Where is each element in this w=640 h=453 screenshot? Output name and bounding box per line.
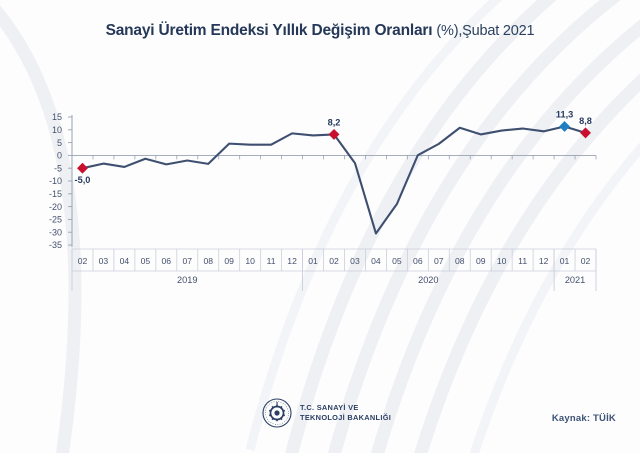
data-point-label: 8,8 [579,116,592,126]
logo-line-2: TEKNOLOJİ BAKANLIĞI [300,413,392,422]
data-point-marker [559,121,571,132]
x-axis-year-label: 2019 [177,275,197,285]
y-axis-tick-label: -25 [49,215,62,225]
ministry-logo-text: T.C. SANAYİ VE TEKNOLOJİ BAKANLIĞI [300,403,391,423]
chart-title-main: Sanayi Üretim Endeksi Yıllık Değişim Ora… [105,22,433,39]
x-axis-tick-label: 05 [392,256,402,266]
x-axis-tick-label: 02 [329,256,339,266]
x-axis-tick-label: 05 [141,256,151,266]
x-axis-tick-label: 01 [560,256,570,266]
x-axis-tick-label: 06 [413,256,423,266]
x-axis-tick-label: 09 [224,256,234,266]
x-axis-tick-label: 10 [245,256,255,266]
x-axis-year-label: 2021 [565,275,585,285]
x-axis-tick-label: 08 [455,256,465,266]
data-point-marker [580,127,591,139]
logo-line-1: T.C. SANAYİ VE [300,403,359,413]
page-title: Sanayi Üretim Endeksi Yıllık Değişim Ora… [0,22,640,40]
x-axis-tick-label: 03 [99,256,109,266]
x-axis-tick-label: 04 [120,256,130,266]
data-point-marker [77,162,88,174]
y-axis-tick-label: -20 [49,202,62,212]
x-axis-tick-label: 08 [203,256,213,266]
x-axis-tick-label: 02 [78,256,88,266]
data-point-label: -5,0 [75,175,91,185]
y-axis-tick-label: 15 [52,112,62,122]
chart-title-unit: (%),Şubat 2021 [436,23,535,39]
x-axis-tick-label: 12 [287,256,297,266]
y-axis-tick-label: -10 [49,176,62,186]
data-point-label: 8,2 [328,117,341,127]
x-axis-tick-label: 04 [371,256,381,266]
x-axis-tick-label: 03 [350,256,360,266]
x-axis-tick-label: 09 [476,256,486,266]
ministry-logo: T.C. SANAYİ VE TEKNOLOJİ BAKANLIĞI [262,398,391,428]
x-axis-tick-label: 01 [308,256,318,266]
x-axis-tick-label: 10 [497,256,507,266]
x-axis-tick-label: 12 [539,256,549,266]
x-axis-tick-label: 11 [267,256,276,266]
y-axis-tick-label: -30 [49,227,62,237]
y-axis-tick-label: -5 [54,163,62,173]
y-axis-tick-label: 5 [57,138,62,148]
x-axis-tick-label: 06 [162,256,172,266]
x-axis-tick-label: 07 [182,256,192,266]
y-axis-tick-label: 0 [57,151,62,161]
x-axis-tick-label: 02 [581,256,591,266]
x-axis-tick-label: 07 [434,256,444,266]
y-axis-tick-label: 10 [52,125,62,135]
y-axis-tick-label: -35 [49,240,62,250]
y-axis-tick-label: -15 [49,189,62,199]
data-point-label: 11,3 [556,109,573,119]
gear-emblem-icon [262,398,292,428]
x-axis-tick-label: 11 [518,256,527,266]
data-series-line [81,125,587,235]
source-note: Kaynak: TÜİK [551,413,616,424]
x-axis-year-label: 2020 [418,275,438,285]
